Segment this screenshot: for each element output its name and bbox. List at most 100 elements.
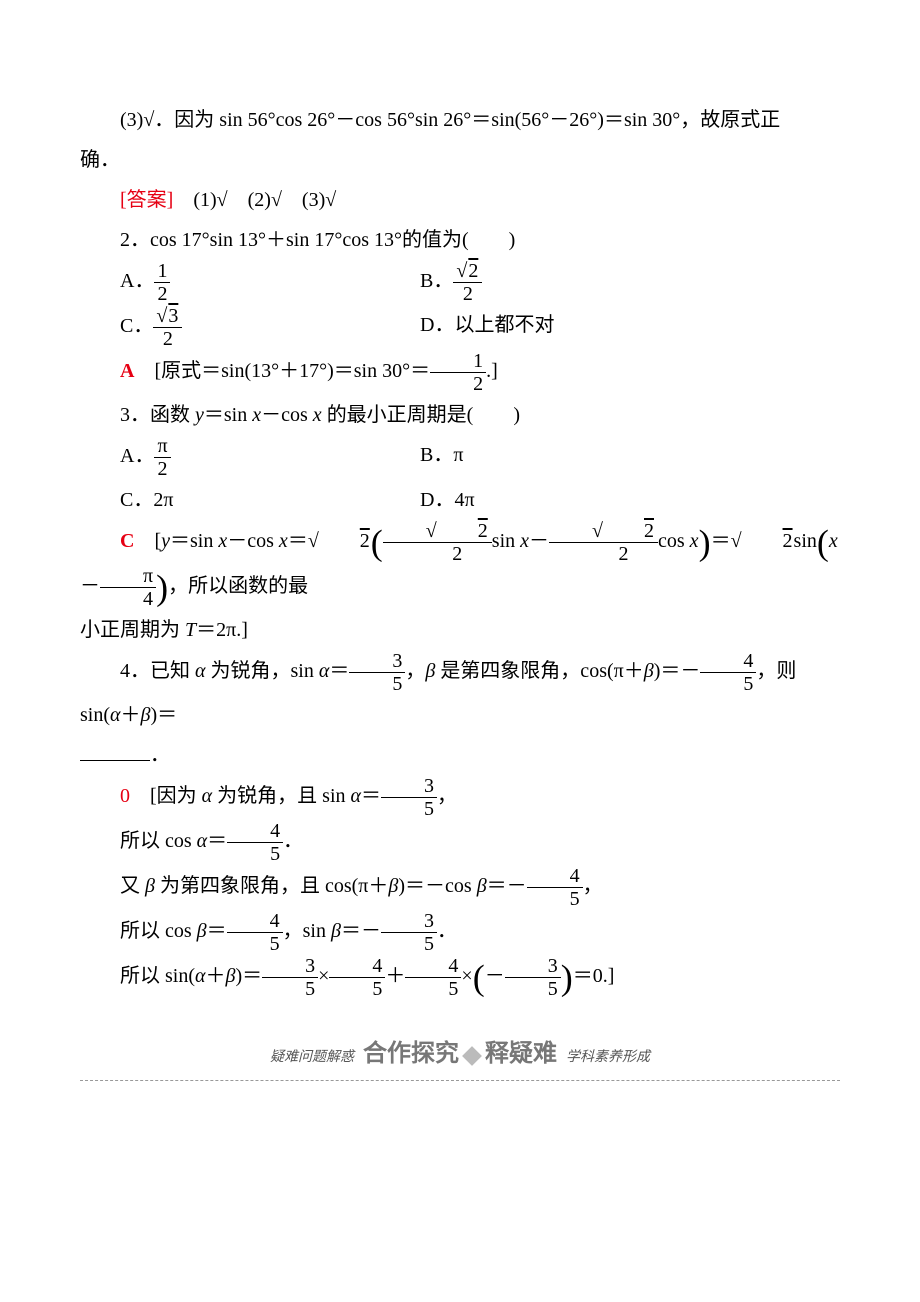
text: )＝－cos — [398, 875, 476, 897]
fraction: 45 — [227, 910, 283, 955]
text: 的最小正周期是( ) — [322, 404, 520, 426]
text: (3)√．因为 sin 56°cos 26°－cos 56°sin 26°＝si… — [120, 109, 780, 131]
text: － — [485, 965, 505, 987]
q3-answer-l2: 小正周期为 T＝2π.] — [80, 610, 840, 650]
paren-right-icon: ) — [156, 568, 168, 608]
text: ． — [150, 744, 170, 766]
text: ＝ — [329, 660, 349, 682]
diamond-icon — [462, 1047, 482, 1067]
var-alpha: α — [110, 704, 121, 726]
label: A． — [120, 270, 154, 292]
text: －cos — [261, 404, 313, 426]
fraction: 12 — [154, 260, 170, 305]
answer-line: [答案] (1)√ (2)√ (3)√ — [80, 180, 840, 220]
q3-stem: 3．函数 y＝sin x－cos x 的最小正周期是( ) — [80, 395, 840, 435]
text: ＝0.] — [573, 965, 615, 987]
page-content: (3)√．因为 sin 56°cos 26°－cos 56°sin 26°＝si… — [0, 0, 920, 1141]
text: ＝ — [288, 530, 308, 552]
q2-row1: A．12 B．√22 — [120, 260, 840, 305]
text: ＝2π.] — [196, 619, 248, 641]
var-y: y — [195, 404, 204, 426]
fraction: √22 — [383, 520, 492, 565]
fraction: 35 — [381, 910, 437, 955]
q3-answer-l1: C [y＝sin x－cos x＝√2(√22sin x－√22cos x)＝√… — [80, 520, 840, 610]
text: ． — [437, 920, 457, 942]
text: )＝－ — [654, 660, 701, 682]
q4-sol-l2: 所以 cos α＝45． — [80, 820, 840, 865]
var-beta: β — [197, 920, 207, 942]
var-alpha: α — [195, 660, 206, 682]
text: 是第四象限角，cos(π＋ — [435, 660, 643, 682]
q3-optA: A．π2 — [120, 435, 420, 480]
text: )＝ — [235, 965, 262, 987]
text: B．π — [420, 444, 463, 466]
text: ＝sin — [204, 404, 252, 426]
sqrt: 2 — [742, 521, 794, 561]
q3-optD: D．4π — [420, 480, 840, 520]
text: ＝ — [207, 830, 227, 852]
var-x: x — [313, 404, 322, 426]
text: ＋ — [121, 704, 141, 726]
text: － — [529, 530, 549, 552]
text: ， — [405, 660, 425, 682]
text: ． — [283, 830, 303, 852]
paren-right-icon: ) — [699, 523, 711, 563]
var-x: x — [252, 404, 261, 426]
fraction: 35 — [349, 650, 405, 695]
q2-answer: A [原式＝sin(13°＋17°)＝sin 30°＝12.] — [80, 350, 840, 395]
text: 为第四象限角，且 cos(π＋ — [155, 875, 388, 897]
var-x: x — [520, 530, 529, 552]
text: 2．cos 17°sin 13°＋sin 17°cos 13°的值为( ) — [120, 229, 515, 251]
fraction: π4 — [100, 565, 156, 610]
text: C．2π — [120, 489, 173, 511]
var-beta: β — [331, 920, 341, 942]
text: ，sin — [283, 920, 331, 942]
fraction: 35 — [381, 775, 437, 820]
paren-left-icon: ( — [817, 523, 829, 563]
text: 所以 cos — [120, 830, 197, 852]
text: sin — [794, 530, 817, 552]
text: × — [318, 965, 329, 987]
answer-letter: C — [120, 530, 134, 552]
var-beta: β — [425, 660, 435, 682]
var-alpha: α — [319, 660, 330, 682]
var-x: x — [829, 530, 838, 552]
q3-row2: C．2π D．4π — [120, 480, 840, 520]
fraction: 45 — [527, 865, 583, 910]
q4-blank-line: ． — [80, 735, 840, 775]
paragraph-3: (3)√．因为 sin 56°cos 26°－cos 56°sin 26°＝si… — [80, 100, 840, 140]
var-x: x — [279, 530, 288, 552]
text: ＝－ — [341, 920, 381, 942]
text: 4．已知 — [120, 660, 195, 682]
q3-optB: B．π — [420, 435, 840, 480]
fraction: √32 — [153, 305, 182, 350]
q2-stem: 2．cos 17°sin 13°＋sin 17°cos 13°的值为( ) — [80, 220, 840, 260]
text: ＝－ — [487, 875, 527, 897]
fraction: 35 — [262, 955, 318, 1000]
text: D．4π — [420, 489, 475, 511]
label: B． — [420, 270, 453, 292]
text: ＝ — [711, 530, 731, 552]
section-footer: 疑难问题解惑 合作探究释疑难 学科素养形成 — [80, 1030, 840, 1081]
text: 为锐角，且 sin — [212, 785, 350, 807]
fraction: √22 — [453, 260, 482, 305]
sqrt: 2 — [319, 521, 371, 561]
q4-sol-l4: 所以 cos β＝45，sin β＝－35． — [80, 910, 840, 955]
q3-row1: A．π2 B．π — [120, 435, 840, 480]
q2-optB: B．√22 — [420, 260, 840, 305]
text: ＋ — [206, 965, 226, 987]
var-alpha: α — [197, 830, 208, 852]
fraction: 12 — [430, 350, 486, 395]
paren-left-icon: ( — [371, 523, 383, 563]
var-alpha: α — [195, 965, 206, 987]
text: －cos — [227, 530, 279, 552]
text: ， — [437, 785, 457, 807]
text: )＝ — [150, 704, 177, 726]
text: 确． — [80, 149, 120, 171]
answer-label: [答案] — [120, 189, 173, 211]
text: ， — [583, 875, 603, 897]
text: cos — [658, 530, 690, 552]
text: 小正周期为 — [80, 619, 185, 641]
text: － — [80, 575, 100, 597]
text: ＝ — [207, 920, 227, 942]
